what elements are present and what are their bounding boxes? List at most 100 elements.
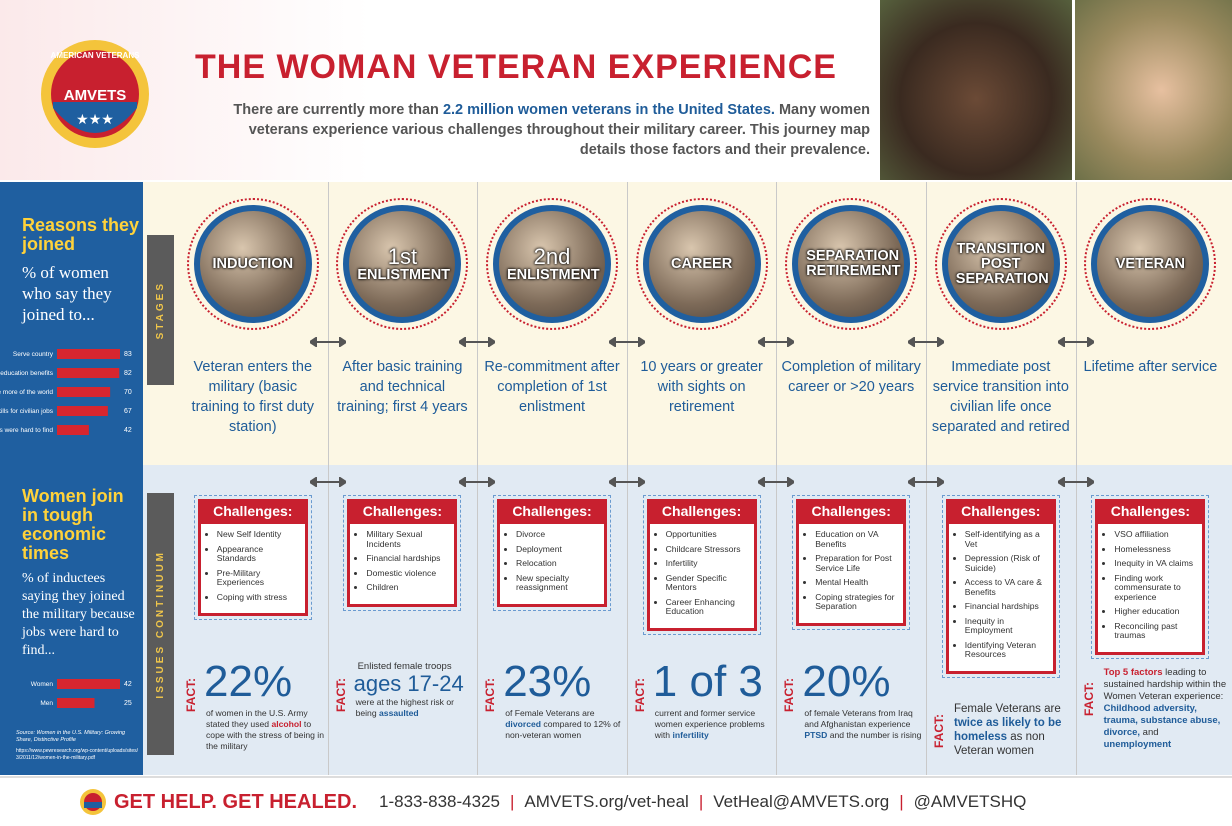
text-segment: assaulted (379, 708, 419, 718)
logo-ring-text: AMERICAN VETERANS (51, 51, 141, 60)
stage-name: INDUCTION (212, 255, 294, 272)
column-divider (626, 182, 628, 775)
photo-family (1075, 0, 1232, 180)
arrow (608, 337, 645, 347)
email[interactable]: VetHeal@AMVETS.org (713, 792, 890, 811)
arrow (309, 337, 346, 347)
challenges-card: Challenges: Self-identifying as a Vet Depr… (941, 495, 1060, 678)
reasons-subheading: % of women who say they joined to... (22, 263, 112, 324)
bar-label: Women (31, 681, 54, 688)
stages-label: STAGES (155, 280, 166, 340)
fact-text: current and former service women experie… (655, 708, 773, 741)
column-divider (477, 182, 479, 775)
photo-soldier (880, 0, 1072, 180)
challenge-item: Deployment (516, 544, 598, 555)
text-segment: Female Veterans are (954, 703, 1061, 715)
source-url: https://www.pewresearch.org/wp-content/u… (16, 748, 139, 761)
bar (57, 406, 108, 416)
text-segment: divorced (505, 719, 542, 729)
arrow (1057, 337, 1094, 347)
challenge-item: Inequity in Employment (965, 616, 1047, 636)
header: AMERICAN VETERANS AMVETS ★★★ THE WOMAN V… (0, 0, 1232, 180)
challenge-item: Infertility (666, 558, 748, 569)
bar (57, 679, 120, 689)
challenges-heading: Challenges: (197, 499, 308, 524)
stage-circle: SEPARATION RETIREMENT (785, 198, 918, 330)
stage-photo: VETERAN (1091, 205, 1210, 323)
bar (57, 368, 120, 378)
challenges-heading: Challenges: (1095, 499, 1206, 524)
arrow (459, 337, 496, 347)
arrow (908, 477, 944, 487)
challenges-list: Opportunities Childcare Stressors Infertil… (646, 524, 757, 631)
stage-photo: SEPARATION RETIREMENT (792, 205, 911, 323)
stage-description: Re-commitment after completion of 1st en… (484, 359, 620, 415)
challenge-item: Children (366, 582, 448, 593)
stage-circle: CAREER (635, 198, 768, 330)
issues-label: ISSUES CONTINUUM (155, 549, 166, 699)
logo: AMERICAN VETERANS AMVETS ★★★ (41, 40, 149, 148)
challenge-item: Higher education (1114, 606, 1196, 617)
arrow (608, 477, 645, 487)
bar-label: Because jobs were hard to find (0, 427, 53, 434)
challenges-list: Education on VA Benefits Preparation for … (796, 524, 907, 626)
phone[interactable]: 1-833-838-4325 (379, 792, 500, 811)
challenge-item: Gender Specific Mentors (666, 573, 748, 593)
text-segment: Many women veterans experience various c… (248, 102, 870, 158)
challenge-item: New specialty reassignment (516, 573, 598, 593)
stage-description: After basic training and technical train… (337, 359, 468, 415)
stage-ordinal: 2nd (533, 243, 571, 269)
column-divider (327, 182, 329, 775)
challenge-item: Preparation for Post Service Life (815, 553, 897, 573)
challenges-list: Self-identifying as a Vet Depression (Ris… (945, 524, 1056, 674)
fact-label: FACT: (632, 678, 647, 712)
text-segment: of women in the U.S. Army stated they us… (206, 708, 308, 729)
challenge-item: Identifying Veteran Resources (965, 640, 1047, 660)
text-segment: were at the highest risk or being (355, 697, 454, 718)
challenge-item: Career Enhancing Education (666, 597, 748, 617)
stage-description: Lifetime after service (1083, 359, 1218, 375)
bar-value: 83 (124, 351, 132, 358)
social[interactable]: @AMVETSHQ (913, 792, 1027, 811)
challenges-list: VSO affiliation Homelessness Inequity in V… (1095, 524, 1206, 655)
arrow (908, 337, 944, 347)
fact-text: of women in the U.S. Army stated they us… (206, 708, 324, 752)
challenges-card: Challenges: Opportunities Childcare Stress… (642, 495, 761, 635)
challenges-card: Challenges: Divorce Deployment Relocation Ne… (493, 495, 611, 611)
fact-big: 1 of 3 (652, 657, 763, 706)
stage-name: VETERAN (1115, 255, 1186, 272)
footer: GET HELP. GET HEALED. 1-833-838-4325 | AM… (0, 776, 1232, 826)
text-segment: twice as likely to be homeless (954, 717, 1062, 743)
challenge-item: Finding work commensurate to experience (1114, 573, 1196, 603)
arrow (758, 337, 795, 347)
stage-description: Immediate post service transition into c… (931, 359, 1070, 435)
challenge-item: Self-identifying as a Vet (965, 529, 1047, 549)
bar-label: See more of the world (0, 389, 53, 396)
challenges-list: New Self Identity Appearance Standards Pre… (197, 524, 308, 616)
fact-big: 22% (204, 657, 293, 706)
stage-description: Veteran enters the military (basic train… (191, 359, 315, 435)
bar-value: 67 (124, 408, 132, 415)
website[interactable]: AMVETS.org/vet-heal (524, 792, 689, 811)
mini-bar-chart: Women 42 Men 25 (31, 679, 132, 708)
stage-circle: 1st ENLISTMENT (336, 198, 469, 330)
stage-circle: TRANSITION POST SEPARATION (934, 198, 1067, 330)
logo-name: AMVETS (64, 87, 127, 104)
challenges-list: Divorce Deployment Relocation New specialty… (497, 524, 607, 607)
stage-photo: CAREER (642, 205, 761, 323)
bar-value: 42 (124, 681, 132, 688)
challenge-item: Appearance Standards (217, 544, 299, 564)
challenge-item: Education on VA Benefits (815, 529, 897, 549)
reasons-heading: Reasons they joined (22, 215, 140, 254)
stage-photo: 2nd ENLISTMENT (493, 205, 611, 323)
text-segment: as non Veteran women (954, 731, 1045, 757)
challenge-item: Inequity in VA claims (1114, 558, 1196, 569)
stage-name: TRANSITION POST SEPARATION (955, 240, 1049, 287)
column-divider (926, 182, 927, 775)
challenge-item: Domestic violence (366, 568, 448, 579)
challenge-item: Divorce (516, 529, 598, 540)
challenges-card: Challenges: Military Sexual Incidents Fina… (343, 495, 462, 611)
bar-label: Learn skills for civilian jobs (0, 408, 54, 415)
text-segment: Childhood adversity, trauma, substance a… (1103, 703, 1221, 738)
